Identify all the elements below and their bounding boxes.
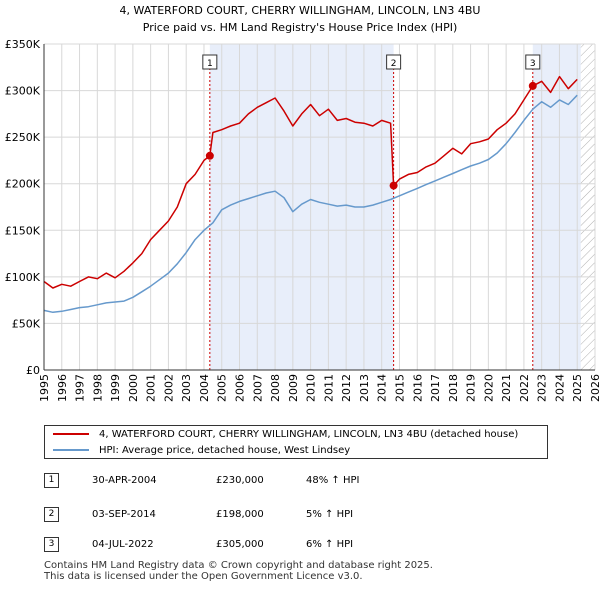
sale-label-box — [525, 54, 541, 70]
series-line-hpi — [43, 94, 578, 314]
legend: 4, WATERFORD COURT, CHERRY WILLINGHAM, L… — [44, 425, 548, 459]
sale-point — [389, 181, 398, 190]
y-tick-label: £200K — [5, 178, 41, 191]
x-tick-label: 2005 — [216, 374, 229, 402]
footer-line-2: This data is licensed under the Open Gov… — [44, 571, 363, 582]
x-tick-label: 2025 — [571, 374, 584, 402]
x-tick-label: 2021 — [500, 374, 513, 402]
x-tick-label: 1999 — [109, 374, 122, 402]
sale-marker-lines — [209, 64, 534, 370]
price-chart: 4, WATERFORD COURT, CHERRY WILLINGHAM, L… — [5, 4, 600, 402]
shaded-period — [532, 44, 581, 370]
x-tick-label: 2009 — [287, 374, 300, 402]
sale-price: £305,000 — [216, 539, 264, 550]
series-lines — [43, 75, 578, 314]
x-tick-label: 2010 — [305, 374, 318, 402]
sale-labels: 1 2 3 — [202, 54, 541, 70]
x-tick-label: 2011 — [322, 374, 335, 402]
sale-date: 04-JUL-2022 — [92, 539, 154, 550]
x-axis: 1995 1996 1997 1998 1999 2000 2001 2002 2003 2004… — [38, 369, 600, 402]
sale-label-text: 2 — [391, 59, 397, 69]
chart-subtitle: Price paid vs. HM Land Registry's House … — [143, 21, 458, 34]
sale-price: £198,000 — [216, 509, 264, 520]
sale-label-box — [386, 54, 402, 70]
x-tick-label: 2017 — [429, 374, 442, 402]
x-tick-label: 1996 — [56, 374, 69, 402]
x-tick-label: 2001 — [145, 374, 158, 402]
sale-point — [205, 151, 214, 160]
sale-label-box — [202, 54, 218, 70]
y-axis: £0 £50K £100K £150K £200K £250K £300K £350K — [5, 38, 45, 377]
x-tick-label: 2012 — [340, 374, 353, 402]
x-tick-label: 2018 — [447, 374, 460, 402]
footer-attribution: Contains HM Land Registry data © Crown c… — [44, 560, 433, 582]
legend-item-hpi: HPI: Average price, detached house, West… — [53, 443, 350, 459]
x-tick-label: 2026 — [589, 374, 600, 402]
y-tick-label: £50K — [12, 317, 41, 330]
sale-number-badge: 2 — [44, 507, 59, 522]
x-tick-label: 2002 — [162, 374, 175, 402]
sale-number-badge: 1 — [44, 473, 59, 488]
legend-swatch-property — [53, 433, 89, 435]
x-tick-label: 2016 — [411, 374, 424, 402]
y-tick-label: £300K — [5, 85, 41, 98]
legend-item-property: 4, WATERFORD COURT, CHERRY WILLINGHAM, L… — [53, 427, 518, 443]
series-line-property — [43, 75, 578, 289]
legend-swatch-hpi — [53, 449, 89, 451]
x-tick-label: 1995 — [38, 374, 51, 402]
sale-points — [205, 81, 537, 190]
y-tick-label: £350K — [5, 38, 41, 51]
sale-label-text: 1 — [207, 59, 213, 69]
x-tick-label: 2000 — [127, 374, 140, 402]
sale-hpi-change: 6% ↑ HPI — [306, 539, 354, 550]
x-tick-label: 2006 — [234, 374, 247, 402]
y-tick-label: £0 — [26, 364, 40, 377]
x-tick-label: 2014 — [376, 374, 389, 402]
x-tick-label: 2015 — [393, 374, 406, 402]
table-row: 1 30-APR-2004 £230,000 48% ↑ HPI — [44, 472, 384, 490]
x-tick-label: 2020 — [482, 374, 495, 402]
y-tick-label: £150K — [5, 224, 41, 237]
x-tick-label: 2022 — [518, 374, 531, 402]
x-tick-label: 2024 — [553, 374, 566, 402]
sale-date: 30-APR-2004 — [92, 475, 157, 486]
x-tick-label: 2019 — [465, 374, 478, 402]
grid-lines — [43, 43, 596, 371]
forecast-hatch — [580, 44, 595, 370]
y-tick-label: £250K — [5, 131, 41, 144]
footer-line-1: Contains HM Land Registry data © Crown c… — [44, 560, 433, 571]
legend-label-hpi: HPI: Average price, detached house, West… — [99, 445, 351, 456]
x-tick-label: 2023 — [536, 374, 549, 402]
sale-label-text: 3 — [530, 59, 536, 69]
table-row: 2 03-SEP-2014 £198,000 5% ↑ HPI — [44, 506, 384, 524]
table-row: 3 04-JUL-2022 £305,000 6% ↑ HPI — [44, 536, 384, 554]
sale-point — [528, 81, 537, 90]
sale-hpi-change: 5% ↑ HPI — [306, 509, 354, 520]
sale-number-badge: 3 — [44, 537, 59, 552]
chart-title: 4, WATERFORD COURT, CHERRY WILLINGHAM, L… — [120, 4, 481, 17]
x-tick-label: 2007 — [251, 374, 264, 402]
x-tick-label: 1998 — [91, 374, 104, 402]
x-tick-label: 2003 — [180, 374, 193, 402]
sale-price: £230,000 — [216, 475, 264, 486]
y-tick-label: £100K — [5, 271, 41, 284]
legend-label-property: 4, WATERFORD COURT, CHERRY WILLINGHAM, L… — [99, 429, 519, 440]
x-tick-label: 2008 — [269, 374, 282, 402]
x-tick-label: 2004 — [198, 374, 211, 402]
x-tick-label: 2013 — [358, 374, 371, 402]
plot-background — [44, 44, 595, 370]
sale-date: 03-SEP-2014 — [92, 509, 156, 520]
x-tick-label: 1997 — [74, 374, 87, 402]
sale-hpi-change: 48% ↑ HPI — [306, 475, 360, 486]
